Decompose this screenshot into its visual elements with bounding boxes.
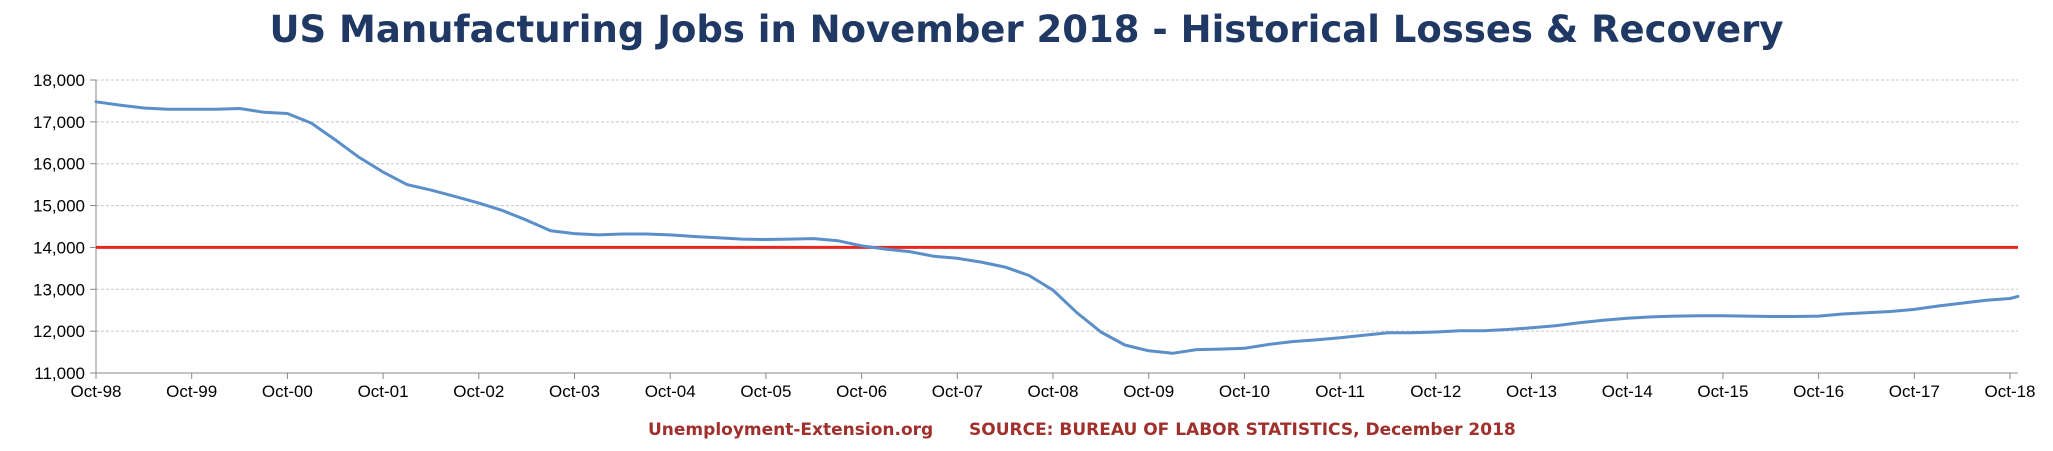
x-tick-label: Oct-12 bbox=[1410, 382, 1461, 401]
y-tick-label: 11,000 bbox=[34, 364, 85, 383]
x-tick-label: Oct-02 bbox=[453, 382, 504, 401]
footer-site: Unemployment-Extension.org bbox=[648, 420, 934, 440]
axes bbox=[95, 80, 2018, 374]
y-tick-label: 18,000 bbox=[33, 71, 85, 90]
x-tick-label: Oct-16 bbox=[1793, 382, 1844, 401]
y-tick-label: 17,000 bbox=[33, 113, 85, 132]
x-axis-ticks: Oct-98 Oct-99 Oct-00 Oct-01 Oct-02 Oct-03 Oct-… bbox=[70, 373, 2036, 401]
x-tick-label: Oct-07 bbox=[932, 382, 983, 401]
x-tick-label: Oct-04 bbox=[645, 382, 696, 401]
x-tick-label: Oct-05 bbox=[740, 382, 791, 401]
chart-title: US Manufacturing Jobs in November 2018 -… bbox=[269, 8, 1784, 51]
y-tick-label: 15,000 bbox=[33, 197, 85, 216]
x-tick-label: Oct-17 bbox=[1889, 382, 1940, 401]
x-tick-label: Oct-14 bbox=[1602, 382, 1653, 401]
x-tick-label: Oct-99 bbox=[166, 382, 217, 401]
x-tick-label: Oct-98 bbox=[70, 382, 121, 401]
y-tick-label: 12,000 bbox=[33, 322, 85, 341]
x-tick-label: Oct-18 bbox=[1985, 382, 2036, 401]
y-tick-label: 16,000 bbox=[33, 155, 85, 174]
x-tick-label: Oct-08 bbox=[1027, 382, 1078, 401]
y-axis-ticks: 11,000 12,000 13,000 14,000 15,000 16,000 17,0… bbox=[33, 71, 96, 383]
x-tick-label: Oct-10 bbox=[1219, 382, 1270, 401]
series-line bbox=[94, 100, 2020, 355]
x-tick-label: Oct-13 bbox=[1506, 382, 1557, 401]
x-tick-label: Oct-03 bbox=[549, 382, 600, 401]
series-layer bbox=[94, 100, 2020, 355]
x-tick-label: Oct-06 bbox=[836, 382, 887, 401]
x-tick-label: Oct-11 bbox=[1315, 382, 1365, 401]
x-tick-label: Oct-00 bbox=[262, 382, 313, 401]
x-tick-label: Oct-09 bbox=[1123, 382, 1174, 401]
y-tick-label: 13,000 bbox=[33, 280, 85, 299]
y-tick-label: 14,000 bbox=[33, 238, 85, 257]
footer-source: SOURCE: BUREAU OF LABOR STATISTICS, Dece… bbox=[969, 420, 1516, 440]
x-tick-label: Oct-01 bbox=[358, 382, 409, 401]
x-tick-label: Oct-15 bbox=[1697, 382, 1748, 401]
